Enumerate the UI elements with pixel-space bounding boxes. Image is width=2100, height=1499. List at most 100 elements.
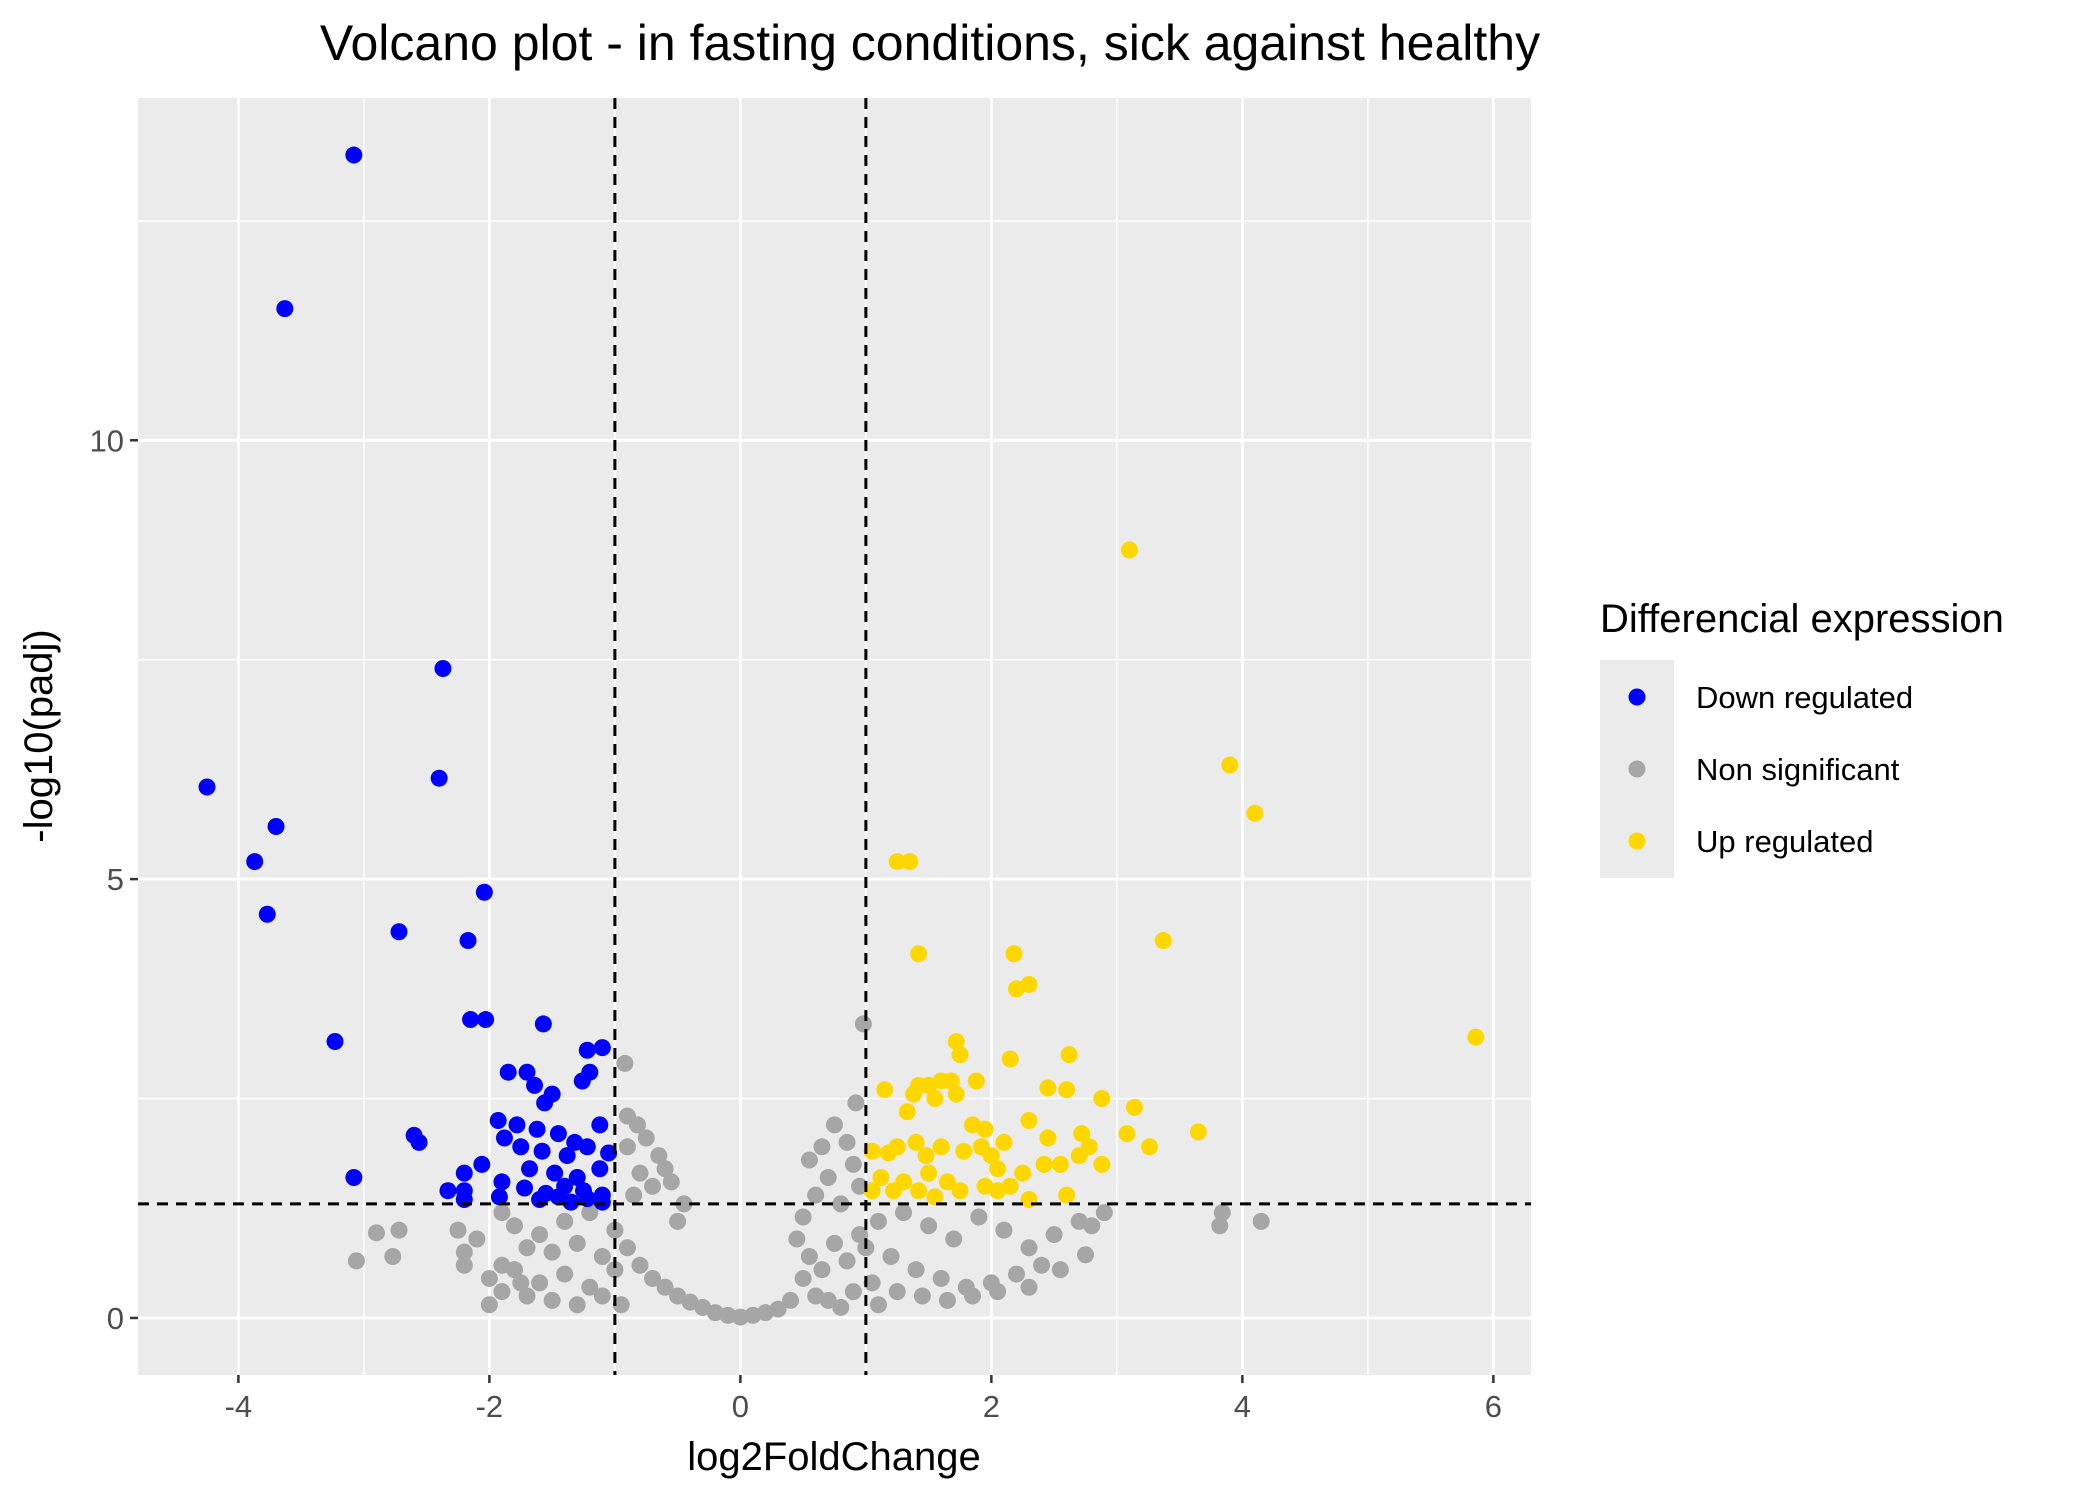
point-down-regulated: [455, 1164, 473, 1182]
legend-entries: Down regulated Non significant Up regulate…: [1628, 680, 1913, 859]
point-up-regulated: [967, 1072, 985, 1090]
x-axis-ticks: -4 -2 0 2 4 6: [225, 1375, 1502, 1424]
point-up-regulated: [1093, 1090, 1111, 1108]
point-down-regulated: [512, 1138, 530, 1156]
point-non-significant: [556, 1212, 574, 1230]
point-up-regulated: [942, 1072, 960, 1090]
point-down-regulated: [558, 1147, 576, 1165]
point-non-significant: [1007, 1265, 1025, 1283]
point-non-significant: [882, 1248, 900, 1266]
point-non-significant: [807, 1186, 825, 1204]
point-non-significant: [854, 1015, 872, 1033]
point-non-significant: [581, 1278, 599, 1296]
point-non-significant: [782, 1291, 800, 1309]
legend-key-non-significant: [1628, 760, 1646, 778]
point-down-regulated: [430, 769, 448, 787]
point-non-significant: [637, 1129, 655, 1147]
point-up-regulated: [1140, 1138, 1158, 1156]
point-non-significant: [888, 1283, 906, 1301]
point-up-regulated: [938, 1173, 956, 1191]
point-down-regulated: [534, 1015, 552, 1033]
point-non-significant: [455, 1256, 473, 1274]
point-non-significant: [518, 1239, 536, 1257]
point-non-significant: [895, 1204, 913, 1222]
point-down-regulated: [533, 1142, 551, 1160]
point-non-significant: [788, 1230, 806, 1248]
point-non-significant: [844, 1283, 862, 1301]
point-down-regulated: [591, 1160, 609, 1178]
x-axis-title: log2FoldChange: [687, 1435, 981, 1479]
point-up-regulated: [976, 1120, 994, 1138]
point-up-regulated: [1070, 1147, 1088, 1165]
point-down-regulated: [493, 1173, 511, 1191]
point-non-significant: [505, 1217, 523, 1235]
point-non-significant: [945, 1230, 963, 1248]
point-down-regulated: [473, 1155, 491, 1173]
point-down-regulated: [536, 1094, 554, 1112]
point-non-significant: [863, 1274, 881, 1292]
point-up-regulated: [1005, 945, 1023, 963]
point-up-regulated: [955, 1142, 973, 1160]
point-up-regulated: [1020, 1111, 1038, 1129]
point-up-regulated: [1073, 1125, 1091, 1143]
x-tick-label: 4: [1234, 1389, 1251, 1424]
point-down-regulated: [390, 923, 408, 941]
point-up-regulated: [910, 945, 928, 963]
point-non-significant: [844, 1155, 862, 1173]
point-non-significant: [800, 1151, 818, 1169]
point-up-regulated: [888, 853, 906, 871]
point-non-significant: [618, 1239, 636, 1257]
point-down-regulated: [198, 778, 216, 796]
point-down-regulated: [475, 883, 493, 901]
point-up-regulated: [1035, 1155, 1053, 1173]
point-up-regulated: [947, 1085, 965, 1103]
point-non-significant: [1033, 1256, 1051, 1274]
point-non-significant: [625, 1186, 643, 1204]
point-up-regulated: [995, 1133, 1013, 1151]
point-down-regulated: [521, 1160, 539, 1178]
point-non-significant: [794, 1269, 812, 1287]
y-tick-label: 0: [107, 1301, 124, 1336]
point-non-significant: [656, 1160, 674, 1178]
point-non-significant: [531, 1226, 549, 1244]
point-up-regulated: [898, 1103, 916, 1121]
x-tick-label: 6: [1485, 1389, 1502, 1424]
point-down-regulated: [591, 1116, 609, 1134]
point-up-regulated: [884, 1182, 902, 1200]
point-non-significant: [920, 1217, 938, 1235]
point-non-significant: [493, 1283, 511, 1301]
point-down-regulated: [546, 1164, 564, 1182]
point-non-significant: [606, 1261, 624, 1279]
point-non-significant: [1095, 1204, 1113, 1222]
point-down-regulated: [345, 1169, 363, 1187]
point-non-significant: [913, 1287, 931, 1305]
point-down-regulated: [518, 1063, 536, 1081]
point-non-significant: [480, 1269, 498, 1287]
point-down-regulated: [528, 1120, 546, 1138]
point-down-regulated: [526, 1076, 544, 1094]
point-non-significant: [769, 1300, 787, 1318]
chart-title: Volcano plot - in fasting conditions, si…: [320, 15, 1540, 71]
point-non-significant: [907, 1261, 925, 1279]
point-up-regulated: [1014, 1164, 1032, 1182]
plot-panel: [138, 98, 1531, 1375]
point-non-significant: [468, 1230, 486, 1248]
point-non-significant: [1211, 1217, 1229, 1235]
point-up-regulated: [989, 1160, 1007, 1178]
point-up-regulated: [907, 1133, 925, 1151]
point-non-significant: [995, 1221, 1013, 1239]
point-non-significant: [568, 1296, 586, 1314]
point-down-regulated: [246, 853, 264, 871]
point-up-regulated: [910, 1182, 928, 1200]
point-up-regulated: [1246, 804, 1264, 822]
point-up-regulated: [1051, 1155, 1069, 1173]
point-non-significant: [847, 1094, 865, 1112]
point-non-significant: [669, 1212, 687, 1230]
point-up-regulated: [1039, 1129, 1057, 1147]
point-down-regulated: [489, 1111, 507, 1129]
legend-label-up-regulated: Up regulated: [1696, 824, 1874, 859]
point-up-regulated: [1118, 1125, 1136, 1143]
point-non-significant: [556, 1265, 574, 1283]
point-non-significant: [819, 1169, 837, 1187]
point-non-significant: [964, 1287, 982, 1305]
